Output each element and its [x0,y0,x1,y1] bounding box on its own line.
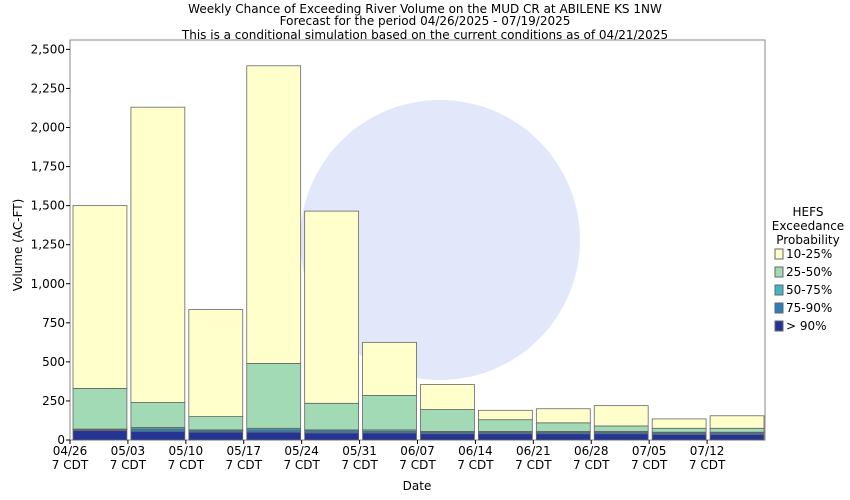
bar-segment [651,434,707,441]
bar-segment [478,419,533,432]
y-tick-label: 2,000 [31,121,65,135]
x-tick-label: 07/12 7 CDT [689,444,726,472]
bar-segment [709,415,765,429]
watermark [300,100,580,380]
legend-title: Probability [776,233,839,247]
bar-segment [188,309,244,417]
x-tick-label: 05/31 7 CDT [341,444,378,472]
bar-segment [535,422,591,432]
legend-label: 25-50% [786,265,832,279]
bar-segment [246,65,302,364]
y-tick-label: 250 [42,394,65,408]
legend-label: 50-75% [786,283,832,297]
bar-segment [246,363,302,429]
legend-label: > 90% [786,319,827,333]
watermark-disc [300,100,580,380]
y-tick-label: 2,500 [31,42,65,56]
bar-segment [72,388,128,430]
bar-segment [651,418,707,429]
bar-segment [304,210,359,404]
y-tick-label: 0 [57,433,65,447]
bar-segment [246,431,302,441]
bar-segment [130,106,186,403]
bar-segment [535,433,591,441]
bar-segment [130,431,186,441]
legend-swatch [774,302,784,314]
x-tick-label: 05/03 7 CDT [110,444,147,472]
y-tick-label: 2,250 [31,81,65,95]
x-tick-label: 07/05 7 CDT [631,444,668,472]
legend-label: 10-25% [786,247,832,261]
x-axis-label: Date [403,479,432,493]
chart-subtitle: Forecast for the period 04/26/2025 - 07/… [280,14,571,28]
bar-segment [651,427,707,433]
legend-swatch [774,266,784,278]
y-axis-label: Volume (AC-FT) [11,199,25,292]
bar-segment [535,408,591,424]
bar-segment [593,405,649,427]
x-tick-label: 05/17 7 CDT [226,444,263,472]
y-tick-label: 1,750 [31,160,65,174]
bar-segment [72,430,128,441]
bar-segment [709,427,765,433]
legend-title: HEFS [793,205,824,219]
bar-segment [130,402,186,428]
y-tick-label: 1,000 [31,277,65,291]
y-tick-label: 1,500 [31,199,65,213]
bar-segment [593,433,649,441]
bar-segment [362,395,417,431]
bar-segment [362,432,417,441]
y-tick-label: 750 [42,316,65,330]
legend-swatch [774,284,784,296]
x-tick-label: 06/21 7 CDT [515,444,552,472]
bar-segment [188,416,244,431]
bar-segment [72,205,128,389]
x-tick-label: 04/26 7 CDT [52,444,89,472]
bar-segment [478,433,533,441]
y-tick-label: 1,250 [31,238,65,252]
bar-segment [304,402,359,431]
bar-segment [709,434,765,441]
x-tick-label: 06/07 7 CDT [399,444,436,472]
bar-segment [188,431,244,441]
chart-subtitle: This is a conditional simulation based o… [181,28,668,42]
bar-segment [420,384,475,410]
x-tick-label: 05/24 7 CDT [283,444,320,472]
legend-label: 75-90% [786,301,832,315]
x-tick-label: 06/28 7 CDT [573,444,610,472]
bar-segment [304,432,359,441]
x-tick-label: 05/10 7 CDT [168,444,205,472]
legend-title: Exceedance [772,219,844,233]
legend-swatch [774,320,784,332]
bar-segment [478,409,533,421]
legend-swatch [774,248,784,260]
chart-title: Weekly Chance of Exceeding River Volume … [188,2,662,16]
bar-segment [420,433,475,441]
y-tick-label: 500 [42,355,65,369]
bar-segment [362,341,417,396]
bar-segment [593,425,649,432]
bar-segment [420,409,475,432]
x-tick-label: 06/14 7 CDT [457,444,494,472]
